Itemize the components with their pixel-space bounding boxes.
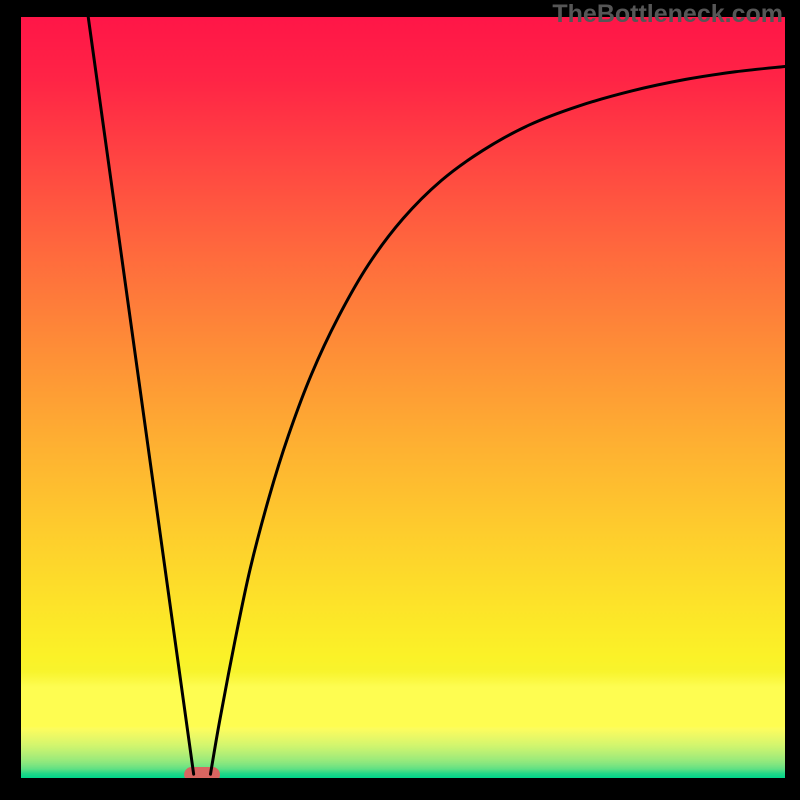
bottleneck-curve bbox=[21, 17, 785, 778]
chart-border-bottom bbox=[0, 778, 800, 800]
bottleneck-chart-root: TheBottleneck.com bbox=[0, 0, 800, 800]
plot-area bbox=[21, 17, 785, 778]
chart-border-left bbox=[0, 0, 21, 800]
watermark-text: TheBottleneck.com bbox=[552, 0, 783, 29]
chart-border-right bbox=[785, 0, 800, 800]
